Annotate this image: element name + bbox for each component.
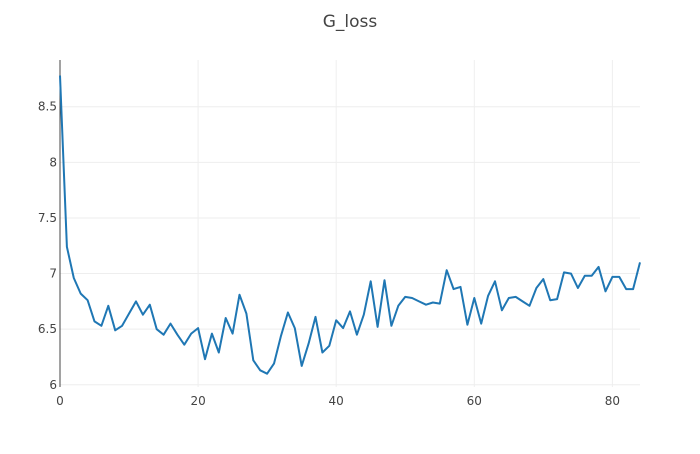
series-line: [59, 75, 641, 375]
x-tick-label: 40: [329, 394, 344, 408]
y-tick-label: 6.5: [38, 322, 57, 336]
x-tick-label: 80: [605, 394, 620, 408]
y-tick-label: 7: [49, 267, 57, 281]
chart-title: G_loss: [322, 12, 378, 32]
y-tick-label: 7.5: [38, 211, 57, 225]
x-tick-label: 0: [56, 394, 64, 408]
y-tick-label: 8.5: [38, 100, 57, 114]
y-tick-label: 8: [49, 155, 57, 169]
x-tick-label: 60: [467, 394, 482, 408]
x-tick-label: 20: [190, 394, 205, 408]
y-tick-label: 6: [49, 378, 57, 392]
